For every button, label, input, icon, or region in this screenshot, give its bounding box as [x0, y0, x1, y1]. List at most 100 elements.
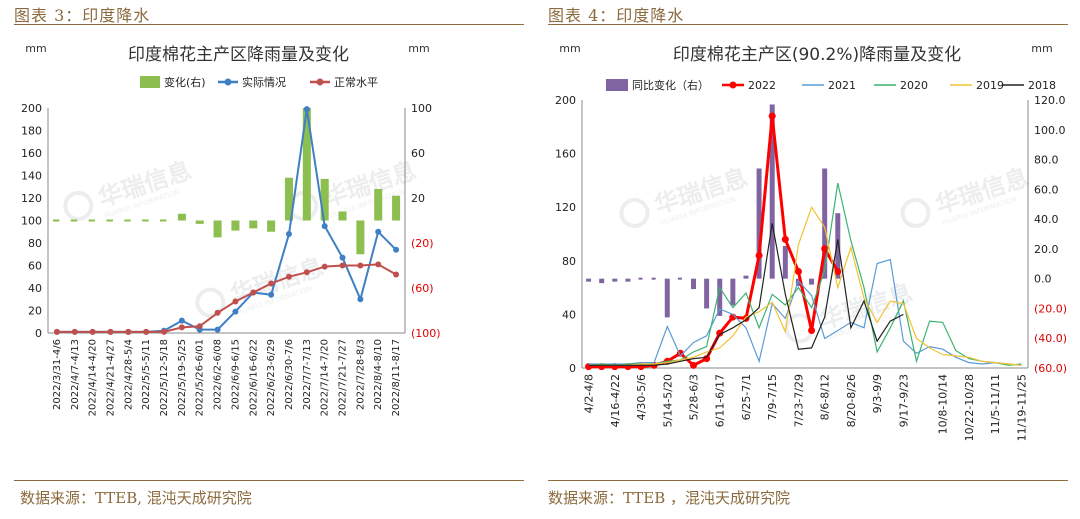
left-legend-marker: [316, 78, 324, 86]
left-data-point: [178, 324, 185, 331]
left-y-left-tick: 120: [21, 192, 42, 205]
left-y-right-unit: mm: [408, 42, 429, 55]
right-legend-label: 同比变化（右）: [632, 78, 709, 92]
right-x-tick: 7/9-7/15: [766, 374, 779, 420]
left-legend-label: 实际情况: [242, 75, 286, 89]
left-x-tick: 2022/4/14-4/20: [88, 339, 99, 416]
left-bar: [320, 178, 329, 221]
right-bottom-rule: [548, 480, 1068, 481]
left-bar: [249, 220, 258, 229]
left-x-tick: 2022/7/14-7/20: [320, 339, 331, 416]
left-data-point: [143, 328, 150, 335]
left-data-point: [232, 308, 239, 315]
left-x-tick: 2022/6/16-6/22: [248, 339, 259, 416]
left-legend-marker: [224, 78, 232, 86]
left-x-tick: 2022/7/28-8/3: [355, 339, 366, 410]
left-bar: [284, 177, 293, 221]
right-y-right-tick: 80.0: [1034, 154, 1059, 167]
left-y-left-unit: mm: [25, 42, 46, 55]
left-data-point: [357, 296, 364, 303]
left-legend-label: 变化(右): [164, 75, 206, 89]
left-legend-swatch: [140, 76, 160, 88]
left-bar: [52, 219, 60, 222]
left-bar: [267, 220, 276, 232]
right-data-point: [808, 326, 816, 334]
right-x-tick: 6/25-7/1: [740, 374, 753, 420]
right-figure-label: 图表 4：印度降水: [548, 6, 685, 25]
left-x-tick: 2022/8/11-8/17: [391, 339, 402, 416]
right-bar: [651, 277, 656, 280]
left-y-right-tick: (60): [411, 282, 434, 295]
left-data-point: [250, 289, 257, 296]
left-wm2-watermark-logo-icon: [195, 287, 226, 318]
right-x-tick: 10/22-10/28: [963, 374, 976, 441]
left-x-tick: 2022/5/5-5/11: [141, 339, 152, 410]
left-y-left-tick: 20: [28, 305, 42, 318]
right-data-point: [755, 251, 763, 259]
left-y-right-tick: (20): [411, 237, 434, 250]
right-series-line: [588, 258, 1022, 366]
left-y-left-tick: 100: [21, 215, 42, 228]
right-legend-label: 2020: [900, 79, 928, 92]
right-bar: [638, 277, 643, 280]
left-y-left-tick: 0: [35, 327, 42, 340]
right-y-left-tick: 40: [562, 308, 576, 321]
right-data-point: [781, 235, 789, 243]
left-data-point: [321, 223, 328, 230]
left-x-tick: 2022/6/30-7/6: [284, 339, 295, 410]
right-bar: [730, 278, 736, 306]
right-y-right-tick: 40.0: [1034, 213, 1059, 226]
right-series-line: [588, 182, 1022, 366]
right-bar: [717, 278, 723, 316]
left-data-point: [107, 328, 114, 335]
right-legend-label: 2021: [828, 79, 856, 92]
left-bar: [160, 219, 167, 222]
right-data-point: [716, 329, 724, 337]
left-bar: [338, 211, 347, 221]
left-bar: [70, 219, 78, 222]
left-bar: [124, 219, 131, 222]
left-bar: [356, 220, 365, 255]
left-data-point: [125, 328, 132, 335]
right-bar: [612, 278, 618, 282]
left-data-point: [375, 261, 382, 268]
left-x-tick: 2022/6/2-6/08: [213, 339, 224, 410]
right-y-right-unit: mm: [1031, 42, 1052, 55]
left-data-point: [285, 273, 292, 280]
right-y-left-tick: 160: [555, 148, 576, 161]
right-x-tick: 8/20-8/26: [845, 374, 858, 427]
right-y-right-tick: (60.0): [1034, 362, 1067, 375]
right-y-right-tick: 100.0: [1034, 124, 1066, 137]
left-x-tick: 2022/6/9-6/15: [230, 339, 241, 410]
left-data-point: [321, 263, 328, 270]
left-y-left-tick: 40: [28, 282, 42, 295]
right-bar: [822, 168, 828, 279]
left-top-rule: [14, 24, 524, 25]
left-y-right-tick: 100: [411, 102, 432, 115]
right-data-point: [768, 112, 776, 120]
right-legend-label: 2018: [1028, 79, 1056, 92]
left-x-tick: 2022/7/21-7/27: [338, 339, 349, 416]
right-bar: [756, 168, 762, 279]
right-y-right-tick: 60.0: [1034, 183, 1059, 196]
left-chart-title: 印度棉花主产区降雨量及变化: [128, 45, 349, 65]
left-data-point: [393, 246, 400, 253]
left-wm1-watermark-logo-icon: [63, 190, 94, 221]
left-y-left-tick: 200: [21, 102, 42, 115]
left-data-point: [161, 328, 168, 335]
right-bar: [691, 278, 696, 290]
right-y-right-tick: 20.0: [1034, 243, 1059, 256]
right-y-right-tick: 120.0: [1034, 94, 1066, 107]
left-bar: [231, 220, 240, 231]
right-bar: [769, 104, 775, 279]
right-data-point: [690, 361, 697, 369]
right-x-tick: 9/17-9/23: [897, 374, 910, 427]
left-x-tick: 2022/5/19-5/25: [177, 339, 188, 416]
left-data-point: [375, 228, 382, 235]
right-data-point: [794, 268, 802, 276]
right-x-tick: 6/11-6/17: [714, 374, 727, 427]
left-data-point: [214, 326, 221, 333]
